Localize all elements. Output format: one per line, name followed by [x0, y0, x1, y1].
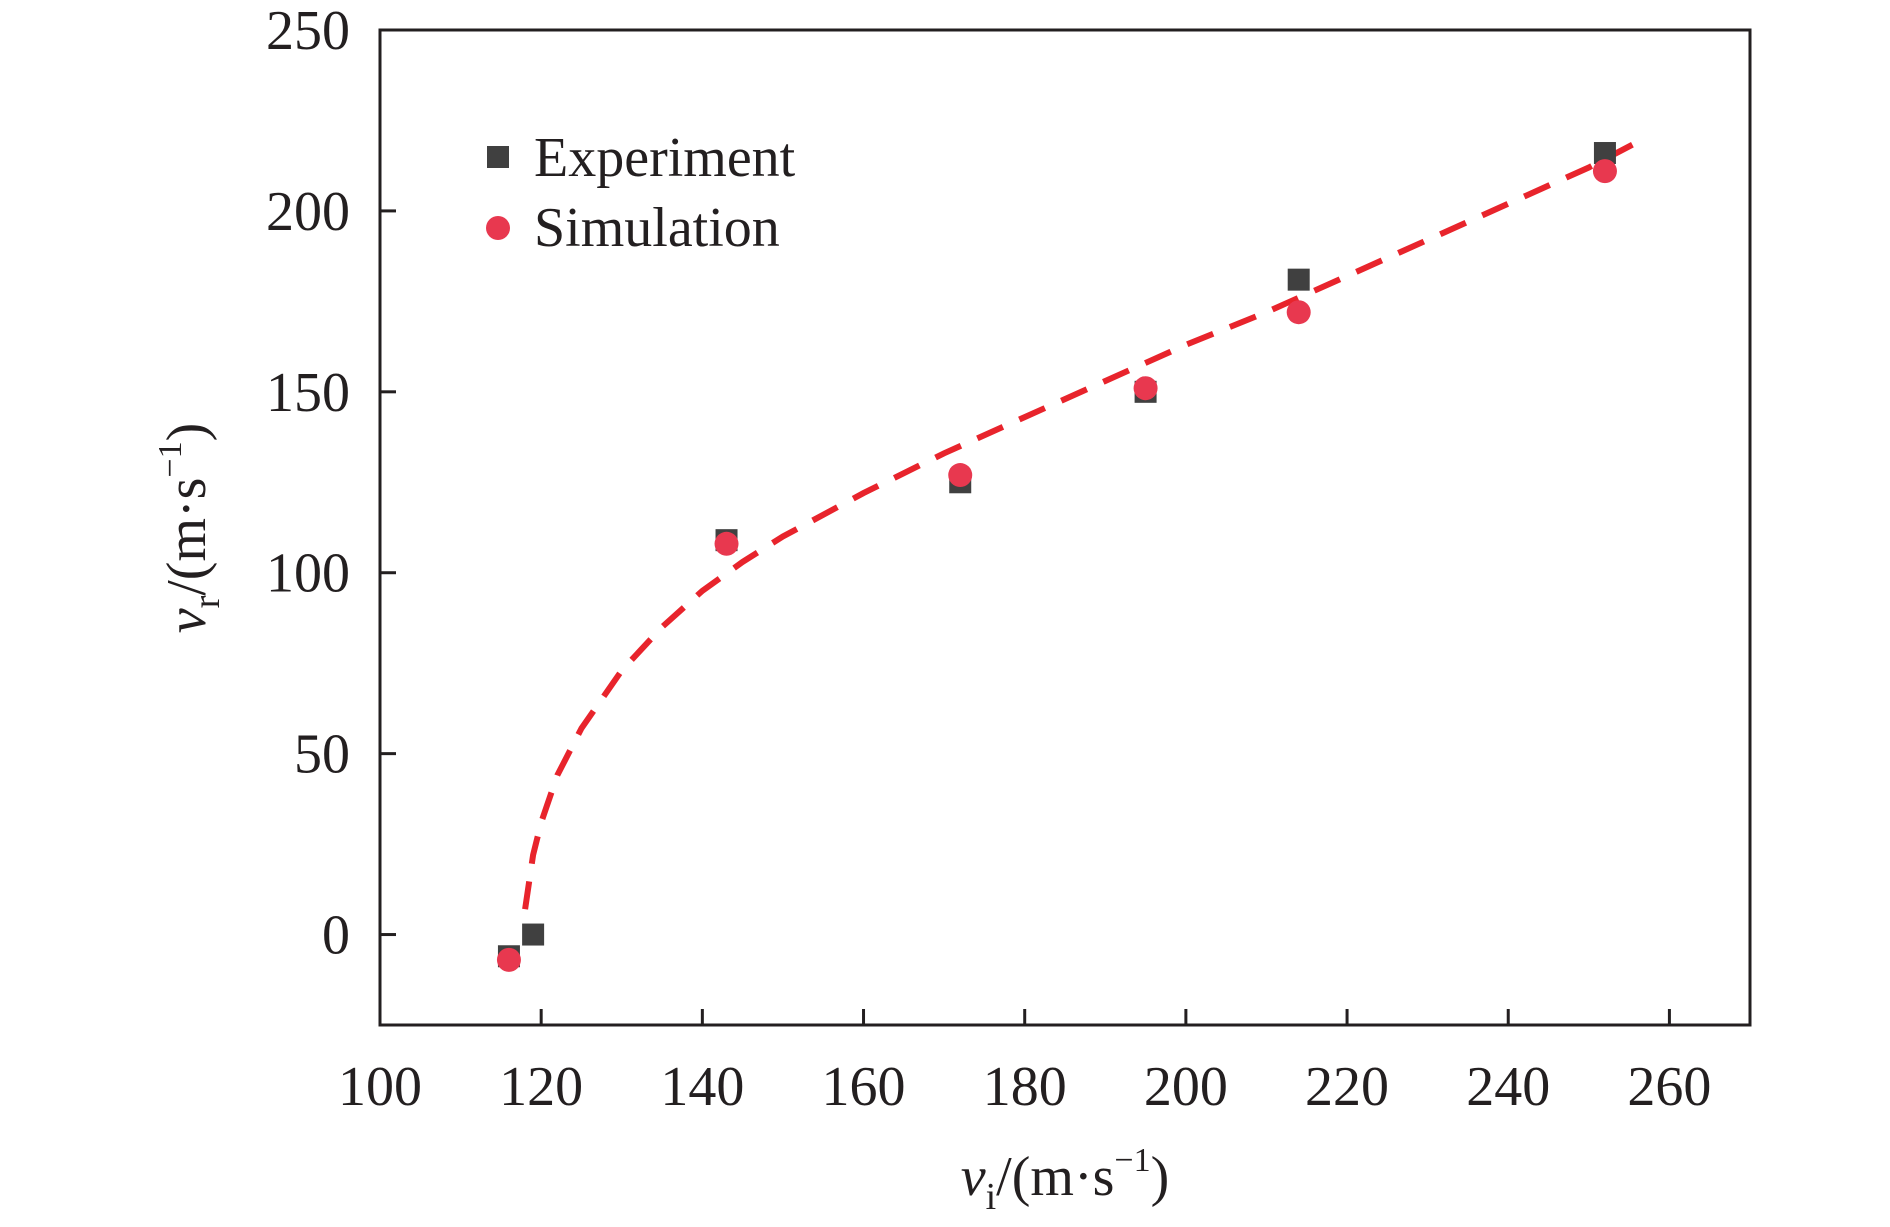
y-axis-label: vr/(m·s−1) — [152, 423, 228, 634]
y-tick-label: 150 — [266, 362, 350, 424]
legend: Experiment Simulation — [486, 127, 796, 259]
y-tick-label: 0 — [322, 905, 350, 967]
y-tick-label: 50 — [294, 724, 350, 786]
point-experiment — [522, 923, 545, 946]
x-axis-ticks: 100 120 140 160 180 200 220 240 260 — [338, 1009, 1711, 1118]
y-tick-label: 250 — [266, 0, 350, 62]
legend-marker-experiment — [487, 146, 509, 168]
point-experiment — [1287, 268, 1310, 291]
point-experiment — [1593, 142, 1616, 165]
y-axis-ticks: 0 50 100 150 200 250 — [266, 0, 396, 967]
x-tick-label: 220 — [1305, 1056, 1389, 1118]
x-tick-label: 180 — [983, 1056, 1067, 1118]
legend-label-experiment: Experiment — [534, 127, 796, 189]
x-tick-label: 260 — [1627, 1056, 1711, 1118]
y-tick-label: 100 — [266, 543, 350, 605]
x-tick-label: 160 — [822, 1056, 906, 1118]
point-simulation — [496, 947, 521, 972]
point-simulation — [714, 531, 739, 556]
plot-frame — [378, 28, 1752, 1027]
x-tick-label: 100 — [338, 1056, 422, 1118]
fit-curve-line — [522, 139, 1639, 910]
x-tick-label: 200 — [1144, 1056, 1228, 1118]
point-simulation — [948, 463, 973, 488]
x-tick-label: 240 — [1466, 1056, 1550, 1118]
point-simulation — [1286, 300, 1311, 325]
point-simulation — [1592, 159, 1617, 184]
x-tick-label: 140 — [660, 1056, 744, 1118]
point-simulation — [1133, 376, 1158, 401]
data-markers — [496, 142, 1617, 972]
legend-label-simulation: Simulation — [534, 197, 780, 259]
y-tick-label: 200 — [266, 181, 350, 243]
x-tick-label: 120 — [499, 1056, 583, 1118]
legend-marker-simulation — [486, 216, 510, 240]
x-axis-label: vi/(m·s−1) — [961, 1142, 1169, 1218]
